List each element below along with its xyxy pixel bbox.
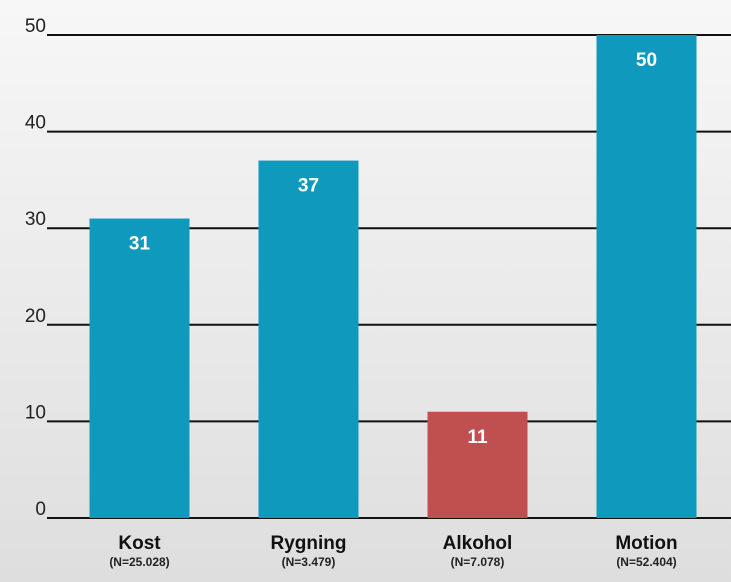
y-tick-label: 50 bbox=[25, 16, 46, 37]
value-label: 50 bbox=[636, 50, 657, 71]
x-tick-label: Motion bbox=[615, 533, 677, 554]
x-tick-label: Rygning bbox=[271, 533, 347, 554]
value-label: 37 bbox=[298, 176, 319, 197]
y-tick-label: 40 bbox=[25, 113, 46, 134]
y-tick-label: 30 bbox=[25, 209, 46, 230]
bar bbox=[89, 218, 190, 519]
x-tick-note: (N=52.404) bbox=[616, 555, 676, 569]
x-tick-label: Kost bbox=[118, 533, 161, 554]
x-tick-label: Alkohol bbox=[443, 533, 513, 554]
x-tick-note: (N=7.078) bbox=[451, 555, 505, 569]
y-tick-label: 10 bbox=[25, 402, 46, 423]
y-tick-label: 20 bbox=[25, 306, 46, 327]
value-label: 31 bbox=[129, 234, 151, 255]
bar bbox=[596, 35, 697, 518]
y-tick-label: 0 bbox=[35, 499, 46, 520]
bar bbox=[427, 411, 528, 518]
value-label: 11 bbox=[467, 427, 488, 448]
x-tick-note: (N=3.479) bbox=[282, 555, 336, 569]
x-tick-note: (N=25.028) bbox=[109, 555, 169, 569]
bar bbox=[258, 160, 359, 518]
